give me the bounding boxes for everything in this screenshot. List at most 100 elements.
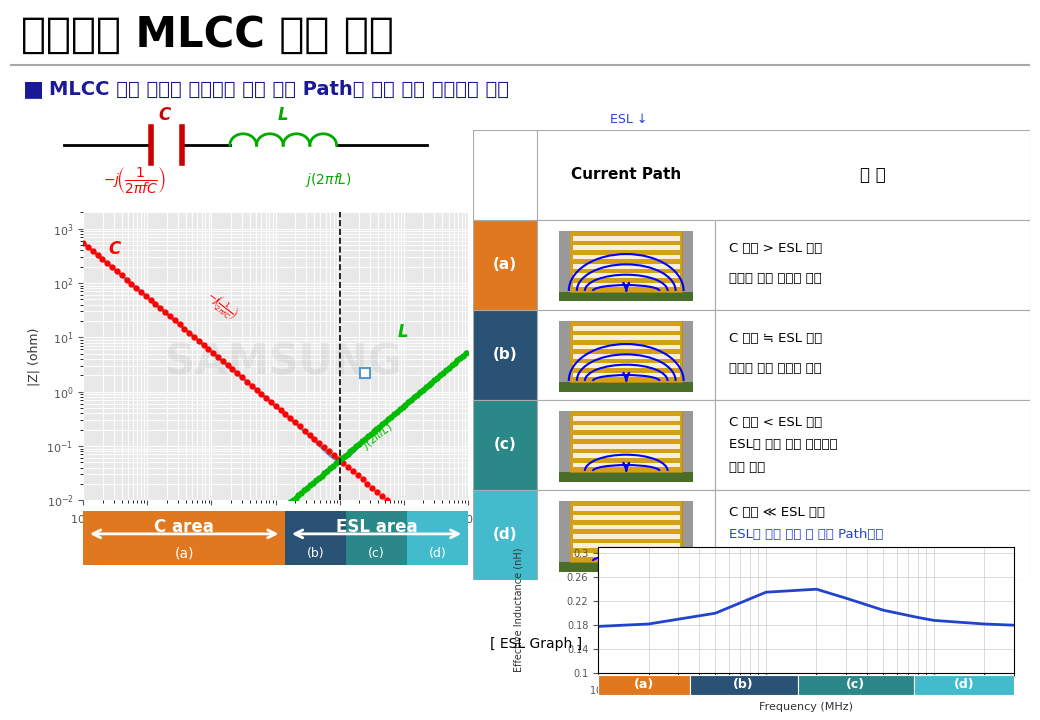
Bar	[573, 544, 679, 548]
Text: C 영향 ≪ ESL 영향: C 영향 ≪ ESL 영향	[729, 505, 825, 518]
Bar	[573, 454, 679, 458]
Bar	[716, 400, 1030, 490]
Bar	[573, 354, 679, 359]
Bar	[570, 321, 682, 382]
Bar	[570, 501, 682, 562]
Bar	[573, 416, 679, 420]
Text: C 영향 ≒ ESL 영향: C 영향 ≒ ESL 영향	[729, 332, 823, 345]
Text: (d): (d)	[493, 527, 518, 542]
Bar	[473, 400, 538, 490]
Bar	[573, 516, 679, 520]
Bar	[538, 400, 716, 490]
Bar	[560, 231, 570, 292]
Text: (c): (c)	[368, 546, 385, 560]
Text: ESL이 작은 아래 부분으로: ESL이 작은 아래 부분으로	[729, 438, 838, 451]
Bar	[716, 490, 1030, 580]
Text: $j(2\pi fL)$: $j(2\pi fL)$	[305, 171, 353, 189]
Text: (a): (a)	[175, 546, 194, 560]
Text: 전류가 모든 영역을 통과: 전류가 모든 영역을 통과	[729, 271, 822, 284]
Bar	[573, 462, 679, 467]
Text: (b): (b)	[493, 347, 518, 362]
Text: $-j\!\left(\!\frac{1}{2\pi fC}\!\right)$: $-j\!\left(\!\frac{1}{2\pi fC}\!\right)$	[202, 286, 241, 323]
Text: 전류가 모든 영역을 통과: 전류가 모든 영역을 통과	[729, 361, 822, 374]
Bar	[573, 326, 679, 330]
Bar	[538, 220, 716, 310]
Bar	[473, 130, 538, 220]
Text: [ ESL Graph ]: [ ESL Graph ]	[490, 637, 581, 652]
Y-axis label: |Z| (ohm): |Z| (ohm)	[28, 327, 41, 386]
Text: ESL이 가장 작은 맨 아래 Path로만: ESL이 가장 작은 맨 아래 Path로만	[729, 528, 884, 541]
Text: 전류 통과: 전류 통과	[729, 461, 765, 474]
Bar	[573, 552, 679, 557]
Bar	[573, 534, 679, 539]
Bar	[83, 511, 285, 565]
Bar	[560, 501, 570, 562]
X-axis label: Frequency (MHz): Frequency (MHz)	[223, 532, 329, 545]
Text: (c): (c)	[494, 437, 517, 452]
Bar	[560, 321, 570, 382]
Bar	[573, 246, 679, 250]
Bar	[573, 372, 679, 377]
Text: (a): (a)	[493, 257, 517, 272]
Bar	[682, 411, 693, 472]
Bar	[473, 130, 1030, 220]
Bar	[573, 444, 679, 449]
Text: SAMSUNG: SAMSUNG	[165, 341, 401, 383]
Bar	[573, 364, 679, 368]
Bar	[473, 220, 538, 310]
Text: $-j\!\left(\dfrac{1}{2\pi fC}\right)$: $-j\!\left(\dfrac{1}{2\pi fC}\right)$	[103, 165, 166, 194]
Bar	[798, 675, 914, 695]
Bar	[538, 490, 716, 580]
Bar	[573, 336, 679, 340]
Bar	[346, 511, 407, 565]
Y-axis label: Effective Inductance (nH): Effective Inductance (nH)	[513, 548, 523, 672]
Text: C area: C area	[154, 518, 214, 536]
Text: (b): (b)	[307, 546, 324, 560]
Bar	[598, 675, 690, 695]
Bar	[570, 231, 682, 292]
Text: C: C	[109, 240, 121, 258]
Text: (d): (d)	[954, 678, 974, 691]
Bar	[716, 220, 1030, 310]
Bar	[573, 426, 679, 430]
Text: (a): (a)	[633, 678, 654, 691]
Bar	[573, 274, 679, 278]
Text: ■: ■	[23, 79, 44, 99]
Bar	[560, 411, 570, 472]
Bar	[473, 310, 538, 400]
Bar	[538, 310, 716, 400]
Bar	[682, 501, 693, 562]
Text: MLCC 통전 전류는 주파수가 높을 수록 Path가 작은 아래 부분으로 집중: MLCC 통전 전류는 주파수가 높을 수록 Path가 작은 아래 부분으로 …	[49, 80, 510, 99]
Bar	[573, 525, 679, 529]
Bar	[716, 310, 1030, 400]
Text: (b): (b)	[733, 678, 754, 691]
Bar	[573, 435, 679, 439]
Text: ESL area: ESL area	[336, 518, 417, 536]
Bar	[560, 562, 693, 572]
Bar	[560, 472, 693, 482]
Text: 주파수별 MLCC 전류 흐름: 주파수별 MLCC 전류 흐름	[21, 14, 393, 55]
Bar	[560, 292, 693, 302]
X-axis label: Frequency (MHz): Frequency (MHz)	[759, 702, 853, 712]
Bar	[570, 411, 682, 472]
Bar	[690, 675, 798, 695]
Bar	[573, 282, 679, 287]
Text: L: L	[278, 106, 288, 124]
Text: C 영향 < ESL 영향: C 영향 < ESL 영향	[729, 415, 823, 428]
Bar	[573, 236, 679, 240]
Text: ESL ↓: ESL ↓	[609, 112, 647, 126]
Bar	[407, 511, 468, 565]
Text: C 영향 > ESL 영향: C 영향 > ESL 영향	[729, 242, 823, 255]
Text: C: C	[158, 106, 171, 124]
Bar	[682, 321, 693, 382]
Bar	[573, 264, 679, 269]
Bar	[285, 511, 346, 565]
Text: L: L	[397, 323, 409, 341]
Bar	[560, 382, 693, 392]
Text: $j(2\pi fL)$: $j(2\pi fL)$	[359, 420, 395, 453]
Text: (c): (c)	[847, 678, 865, 691]
Bar	[573, 506, 679, 510]
Bar	[573, 255, 679, 259]
Bar	[914, 675, 1014, 695]
Bar	[682, 231, 693, 292]
